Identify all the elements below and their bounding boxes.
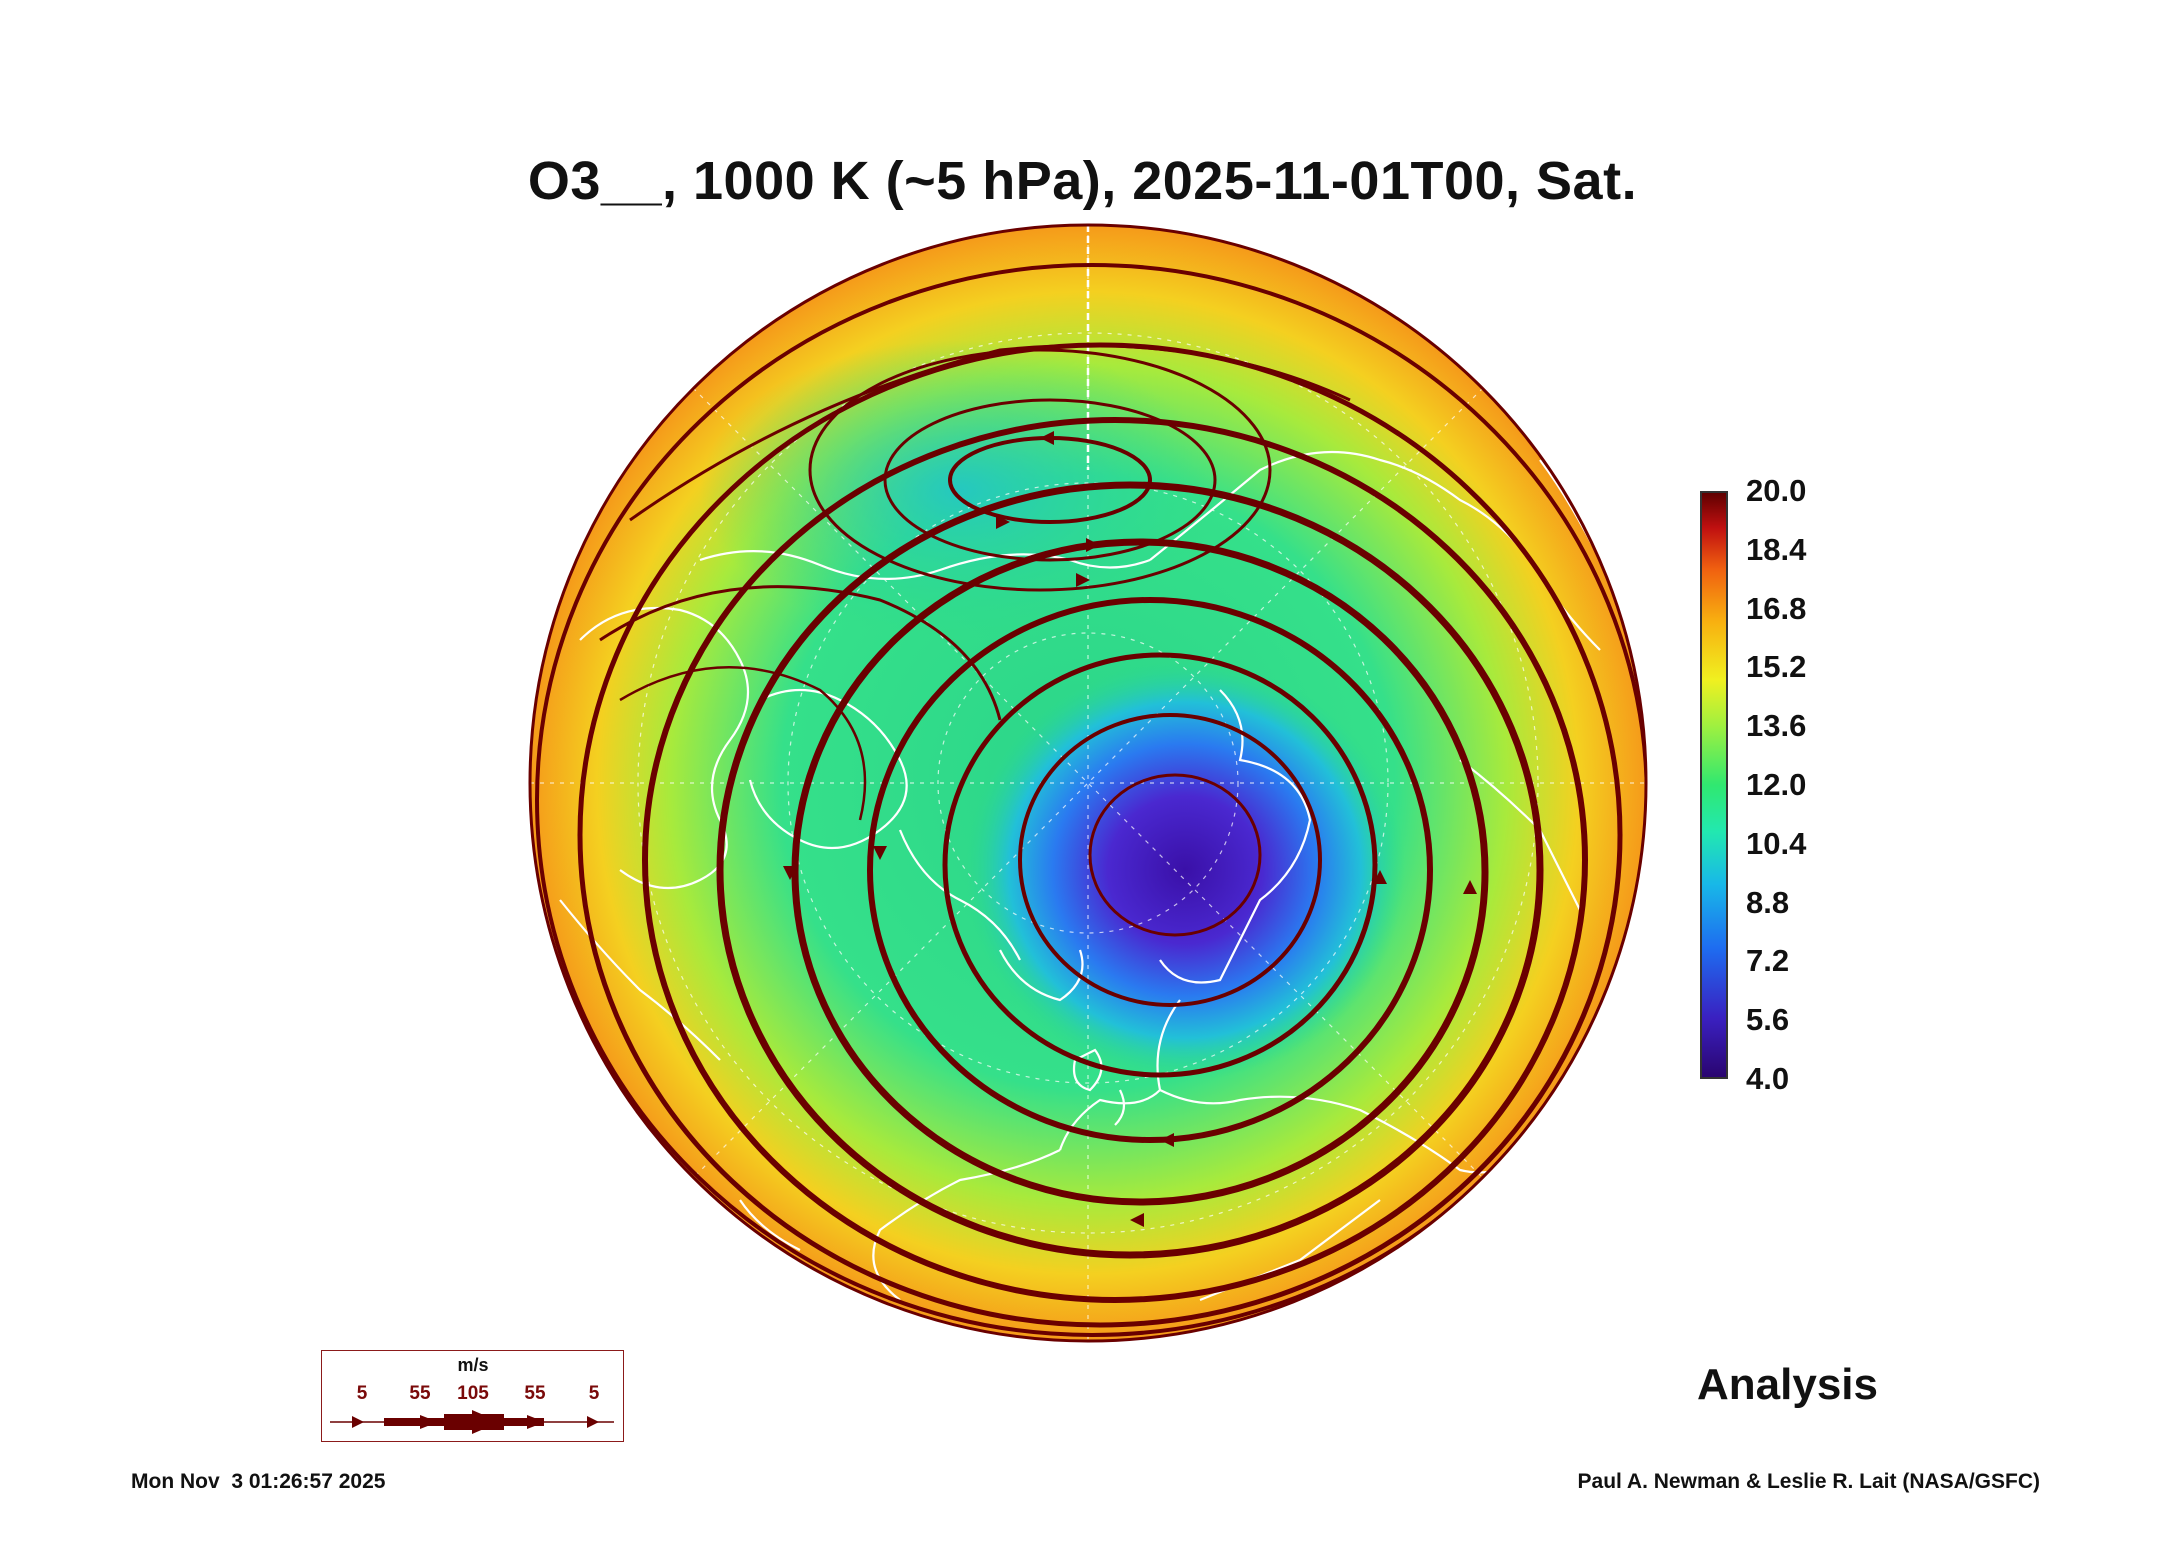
legend-arrow	[330, 1410, 614, 1434]
colorbar-tick-label: 5.6	[1746, 1002, 1790, 1038]
legend-value: 5	[588, 1383, 600, 1404]
colorbar-tick-label: 15.2	[1746, 649, 1807, 685]
ozone-minimum	[965, 660, 1405, 1080]
colorbar-tick-label: 7.2	[1746, 943, 1790, 979]
credit: Paul A. Newman & Leslie R. Lait (NASA/GS…	[1577, 1470, 2040, 1493]
colorbar-tick-label: 20.0	[1746, 473, 1807, 508]
legend-value: 105	[457, 1383, 489, 1404]
legend-value: 5	[356, 1383, 368, 1404]
analysis-label: Analysis	[1697, 1360, 1878, 1409]
colorbar-tick-label: 4.0	[1746, 1061, 1790, 1096]
colorbar-tick-label: 12.0	[1746, 767, 1807, 802]
stream-arrows	[783, 431, 1477, 1227]
colorbar-tick-label: 10.4	[1746, 825, 1807, 861]
colorbar-tick-label: 13.6	[1746, 708, 1807, 744]
colorbar-tick-label: 16.8	[1746, 590, 1807, 626]
legend-value: 55	[409, 1383, 431, 1404]
wind-speed-legend: m/s 5 55 105 55 5	[321, 1350, 624, 1442]
colorbar-tick-label: 18.4	[1746, 531, 1807, 567]
aleutian-region	[700, 340, 1220, 640]
graticule	[530, 225, 1646, 1341]
legend-value: 55	[524, 1383, 546, 1404]
streamlines	[535, 263, 1646, 1337]
colorbar	[1700, 491, 1728, 1079]
map-border	[528, 223, 1648, 1343]
plot-title: O3__, 1000 K (~5 hPa), 2025-11-01T00, Sa…	[527, 151, 1638, 211]
timestamp: Mon Nov 3 01:26:57 2025	[131, 1470, 386, 1493]
legend-unit: m/s	[457, 1355, 489, 1375]
colorbar-tick-label: 8.8	[1746, 884, 1790, 920]
